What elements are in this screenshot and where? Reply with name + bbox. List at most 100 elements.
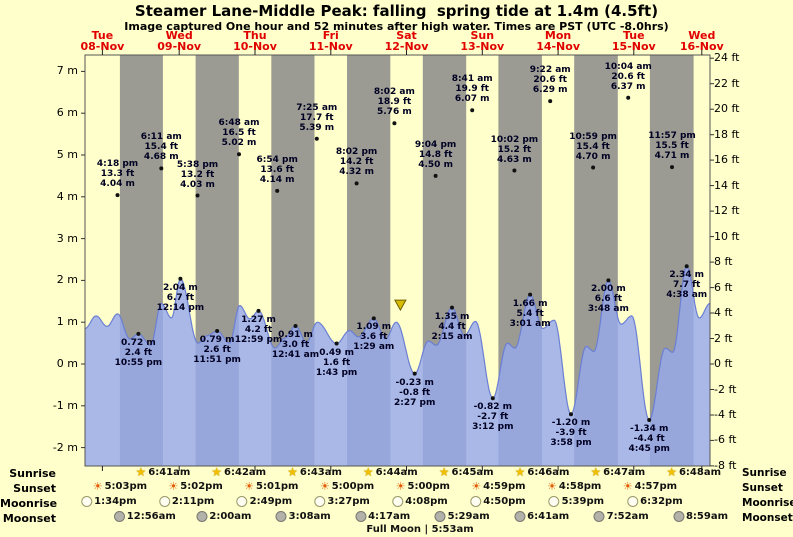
moonrise-icon (158, 496, 170, 507)
sunrise-entry: ★ 6:41am (135, 466, 190, 478)
high-water-dot (512, 168, 517, 173)
astro-row-label-left: Moonset (2, 512, 56, 525)
moonrise-entry: 5:39pm (548, 496, 605, 507)
tide-point-label: 0.79 m 2.6 ft 11:51 pm (193, 335, 241, 365)
tide-point-label: -1.34 m -4.4 ft 4:45 pm (628, 424, 670, 454)
sunrise-entry: ★ 6:47am (590, 466, 645, 478)
y-axis-label-ft: 4 ft (714, 306, 733, 319)
y-axis-label-m: 7 m (56, 64, 78, 78)
y-axis-label-ft: 0 ft (714, 357, 733, 370)
sunrise-time: 6:48am (678, 466, 721, 478)
sunrise-star-icon: ★ (438, 465, 450, 479)
sunrise-entry: ★ 6:44am (363, 466, 418, 478)
y-axis-label-m: -1 m (52, 398, 78, 412)
moonset-time: 8:59am (685, 511, 729, 522)
high-water-label: 4:18 pm 13.3 ft 4.04 m (96, 159, 139, 190)
tide-point-label: 0.49 m 1.6 ft 1:43 pm (315, 347, 358, 378)
sunset-sun-icon: ☀ (244, 480, 255, 493)
sunset-time: 4:57pm (634, 481, 678, 492)
moonset-icon (434, 511, 446, 522)
high-water-label: 10:02 pm 15.2 ft 4.63 m (490, 134, 539, 165)
moonset-time: 7:52am (606, 511, 649, 522)
y-axis-label-ft: 16 ft (714, 153, 740, 167)
sunset-entry: ☀ 4:58pm (547, 481, 601, 492)
moonset-time: 4:17am (368, 511, 411, 522)
y-axis-label-ft: 12 ft (714, 204, 740, 218)
day-label: Wed 16-Nov (679, 29, 724, 53)
sunset-sun-icon: ☀ (622, 480, 633, 493)
sunset-entry: ☀ 4:59pm (471, 481, 525, 492)
high-water-dot (354, 181, 359, 186)
y-axis-label-ft: 24 ft (714, 51, 740, 65)
tide-point-label: 2.34 m 7.7 ft 4:38 am (666, 270, 708, 301)
astro-row-label-right: Sunrise (742, 467, 787, 479)
y-axis-label-ft: 18 ft (714, 127, 740, 141)
moonset-time: 5:29am (447, 511, 490, 522)
moonrise-time: 2:11pm (171, 496, 215, 507)
moonset-icon (196, 511, 208, 522)
sunset-sun-icon: ☀ (92, 480, 103, 493)
y-axis-label-ft: 8 ft (714, 255, 733, 269)
moonset-time: 2:00am (209, 511, 252, 522)
sunset-sun-icon: ☀ (547, 480, 557, 493)
tide-curve-edge (84, 265, 711, 421)
tide-point-dot (684, 264, 689, 269)
moonset-time: 3:08am (288, 511, 331, 522)
sunrise-entry: ★ 6:42am (211, 466, 266, 478)
high-water-dot (470, 108, 475, 113)
moonrise-icon (236, 496, 248, 507)
sunrise-time: 6:45am (451, 466, 494, 478)
tide-point-dot (178, 276, 183, 281)
sunrise-star-icon: ★ (362, 465, 374, 479)
moonrise-entry: 2:49pm (236, 496, 293, 507)
tide-point-label: 1.35 m 4.4 ft 2:15 am (431, 311, 473, 342)
tide-point-label: 0.91 m 3.0 ft 12:41 am (271, 330, 320, 360)
moonset-entry: 4:17am (355, 511, 410, 522)
high-water-dot (392, 121, 397, 126)
sunrise-entry: ★ 6:43am (287, 466, 342, 478)
moonset-entry: 6:41am (514, 511, 569, 522)
sunrise-time: 6:41am (148, 466, 191, 478)
moonrise-icon (470, 496, 482, 507)
moonrise-time: 4:50pm (483, 496, 526, 507)
y-axis-label-ft: 6 ft (714, 280, 733, 294)
moonrise-entry: 4:08pm (392, 496, 448, 507)
high-water-dot (275, 188, 280, 193)
sunrise-star-icon: ★ (514, 465, 526, 479)
day-label: Thu 10-Nov (233, 29, 277, 53)
tide-point-label: 0.72 m 2.4 ft 10:55 pm (114, 337, 163, 368)
moonset-entry: 5:29am (434, 511, 490, 522)
y-axis-label-ft: -8 ft (714, 458, 737, 472)
sunrise-entry: ★ 6:45am (439, 466, 494, 478)
astro-row-label-right: Sunset (742, 482, 783, 494)
astro-row-label-left: Moonrise (0, 497, 58, 510)
high-water-dot (115, 193, 120, 198)
sunrise-entry: ★ 6:46am (515, 466, 570, 478)
moonset-entry: 12:56am (113, 511, 176, 522)
moonrise-entry: 6:32pm (627, 496, 683, 507)
day-label: Tue 15-Nov (611, 29, 656, 53)
moonrise-time: 5:39pm (561, 496, 605, 507)
tide-area (85, 266, 710, 466)
sunset-time: 5:00pm (331, 481, 375, 492)
sunset-entry: ☀ 5:00pm (396, 481, 450, 492)
tide-point-dot (136, 331, 141, 336)
day-label: Sat 12-Nov (384, 29, 429, 53)
day-label: Tue 08-Nov (80, 29, 125, 53)
tide-point-label: 1.27 m 4.2 ft 12:59 pm (234, 314, 283, 345)
moonset-entry: 7:52am (593, 511, 649, 522)
y-axis-label-m: 2 m (56, 273, 78, 287)
sunrise-star-icon: ★ (135, 465, 147, 479)
y-axis-label-m: 1 m (56, 315, 78, 329)
moonrise-time: 2:49pm (249, 496, 293, 507)
moonrise-icon (81, 496, 93, 507)
high-water-label: 7:25 am 17.7 ft 5.39 m (296, 102, 338, 133)
y-axis-label-ft: 22 ft (714, 76, 740, 90)
tide-point-dot (647, 418, 652, 422)
tide-point-label: 1.09 m 3.6 ft 1:29 am (353, 322, 395, 353)
sunset-sun-icon: ☀ (168, 480, 179, 493)
moonset-icon (113, 511, 125, 522)
high-water-label: 8:02 am 18.9 ft 5.76 m (373, 87, 415, 118)
y-axis-label-m: 4 m (56, 189, 78, 203)
